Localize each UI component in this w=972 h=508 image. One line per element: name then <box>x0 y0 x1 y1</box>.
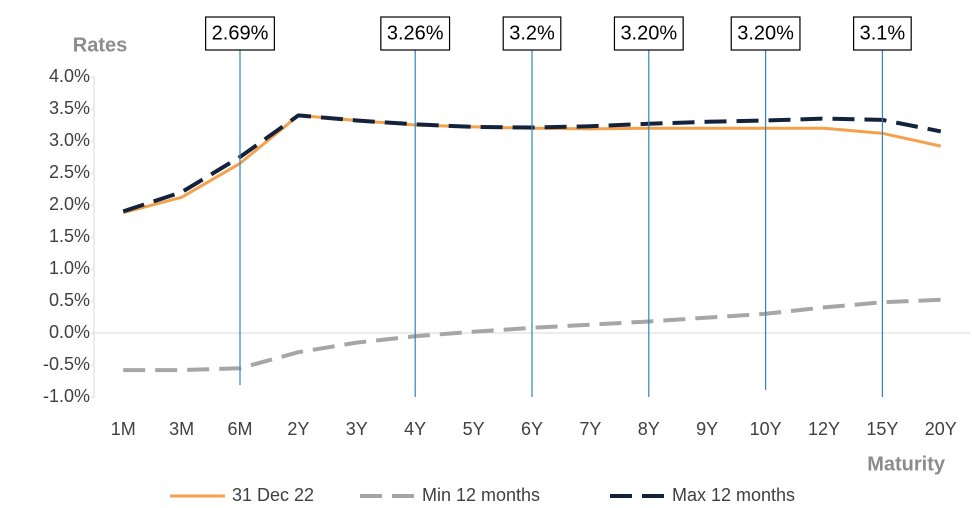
legend-label: Min 12 months <box>422 485 540 505</box>
y-tick-label: 2.5% <box>49 162 90 182</box>
y-tick-label: 4.0% <box>49 66 90 86</box>
annotation-box <box>613 16 684 51</box>
annotation-box <box>205 16 275 51</box>
y-tick-label: 1.5% <box>49 226 90 246</box>
y-axis-label: Rates <box>73 34 127 56</box>
annotation: 2.69% <box>212 22 269 44</box>
x-tick-label: 6M <box>227 419 252 439</box>
series-line <box>123 297 941 373</box>
annotation: 3.2% <box>509 22 555 44</box>
x-tick-label: 8Y <box>638 419 660 439</box>
annotation-box <box>853 16 912 51</box>
x-tick-label: 6Y <box>521 419 543 439</box>
y-tick-label: 2.0% <box>49 194 90 214</box>
y-tick-label: 3.0% <box>49 130 90 150</box>
x-tick-label: 7Y <box>579 419 601 439</box>
x-tick-label: 1M <box>111 419 136 439</box>
y-tick-label: -0.5% <box>43 354 90 374</box>
annotation-box <box>502 16 562 51</box>
y-tick-label: 0.5% <box>49 290 90 310</box>
x-tick-label: 10Y <box>750 419 782 439</box>
annotation-box <box>380 16 451 51</box>
annotation: 3.20% <box>737 22 794 44</box>
y-tick-label: -1.0% <box>43 386 90 406</box>
x-tick-label: 20Y <box>925 419 957 439</box>
annotation-box <box>730 16 801 51</box>
y-tick-label: 3.5% <box>49 98 90 118</box>
x-tick-label: 5Y <box>463 419 485 439</box>
x-tick-label: 3Y <box>346 419 368 439</box>
x-tick-label: 12Y <box>808 419 840 439</box>
annotation: 3.20% <box>620 22 677 44</box>
y-tick-label: 0.0% <box>49 322 90 342</box>
annotation: 3.26% <box>387 22 444 44</box>
x-tick-label: 15Y <box>866 419 898 439</box>
y-tick-label: 1.0% <box>49 258 90 278</box>
x-axis-label: Maturity <box>867 453 946 475</box>
annotation: 3.1% <box>860 22 906 44</box>
x-tick-label: 9Y <box>696 419 718 439</box>
legend-label: 31 Dec 22 <box>232 485 314 505</box>
legend-label: Max 12 months <box>672 485 795 505</box>
x-tick-label: 2Y <box>287 419 309 439</box>
x-tick-label: 4Y <box>404 419 426 439</box>
x-tick-label: 3M <box>169 419 194 439</box>
